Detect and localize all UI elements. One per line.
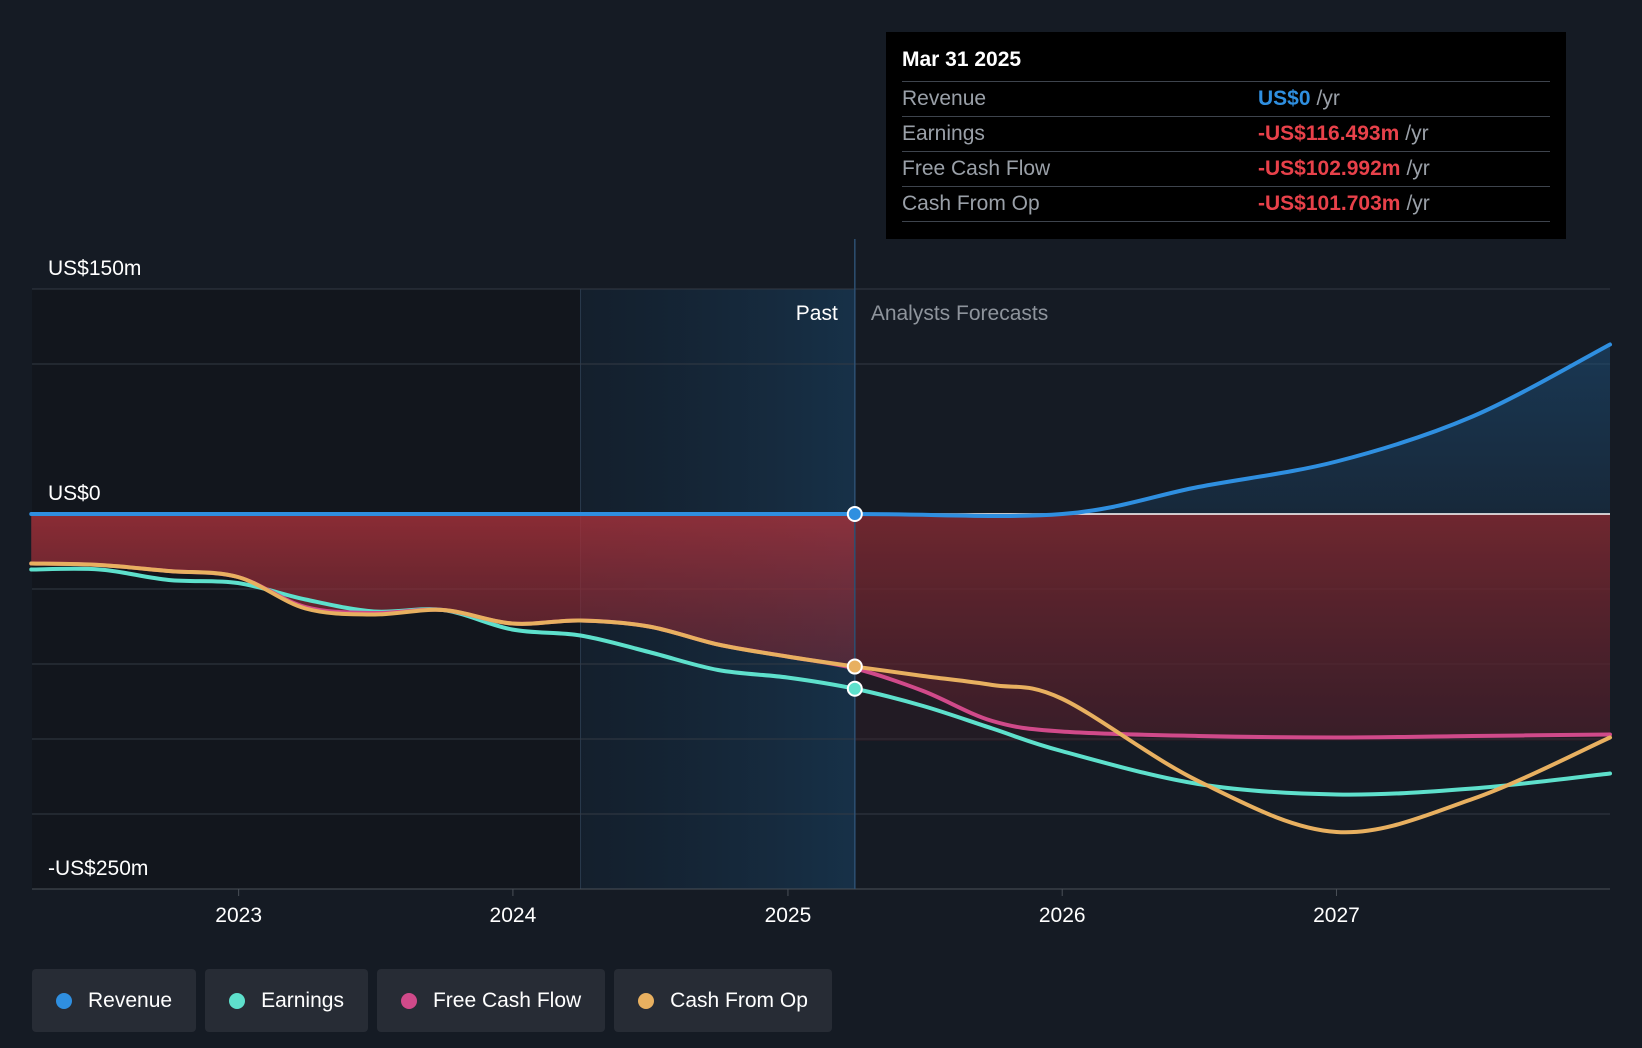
x-tick-label: 2026 <box>1039 904 1086 927</box>
forecast-negative-tint <box>854 514 1610 741</box>
legend-dot-icon <box>638 992 655 1009</box>
legend-label: Cash From Op <box>670 988 808 1012</box>
forecast-label: Analysts Forecasts <box>871 302 1048 325</box>
tooltip-row-earnings: Earnings -US$116.493m /yr <box>902 116 1550 151</box>
legend-label: Earnings <box>261 988 344 1012</box>
tooltip-row-free-cash-flow: Free Cash Flow -US$102.992m /yr <box>902 151 1550 186</box>
x-tick-label: 2023 <box>215 904 262 927</box>
hover-tooltip: Mar 31 2025 Revenue US$0 /yr Earnings -U… <box>886 32 1566 239</box>
legend-item-free-cash-flow[interactable]: Free Cash Flow <box>376 969 606 1032</box>
y-tick-label: US$150m <box>48 257 141 280</box>
tooltip-label: Free Cash Flow <box>902 157 1051 180</box>
tooltip-unit: /yr <box>1406 192 1430 215</box>
chart-legend: Revenue Earnings Free Cash Flow Cash Fro… <box>32 969 832 1032</box>
x-tick-label: 2025 <box>765 904 812 927</box>
legend-dot-icon <box>229 992 246 1009</box>
marker-revenue <box>846 506 863 522</box>
negative-area-fill <box>31 514 1611 738</box>
legend-dot-icon <box>56 992 72 1009</box>
tooltip-value: -US$101.703m <box>1258 192 1401 215</box>
legend-item-earnings[interactable]: Earnings <box>205 969 368 1032</box>
legend-item-cash-from-op[interactable]: Cash From Op <box>614 969 832 1032</box>
series-line-revenue <box>29 342 1612 518</box>
tooltip-unit: /yr <box>1316 87 1340 110</box>
x-tick-label: 2027 <box>1313 904 1360 927</box>
tooltip-date: Mar 31 2025 <box>902 48 1022 71</box>
tooltip-value: -US$116.493m <box>1258 122 1400 145</box>
legend-label: Free Cash Flow <box>432 988 582 1012</box>
legend-item-revenue[interactable]: Revenue <box>32 969 197 1032</box>
tooltip-row-revenue: Revenue US$0 /yr <box>902 81 1550 116</box>
tooltip-label: Earnings <box>902 122 985 145</box>
y-tick-label: -US$250m <box>48 857 148 880</box>
x-tick-label: 2024 <box>490 904 537 927</box>
tooltip-unit: /yr <box>1405 122 1429 145</box>
tooltip-unit: /yr <box>1406 157 1430 180</box>
tooltip-value: -US$102.992m <box>1258 157 1401 180</box>
legend-dot-icon <box>400 992 417 1009</box>
y-tick-label: US$0 <box>48 482 101 505</box>
marker-cash-from-op <box>846 658 863 675</box>
past-label: Past <box>796 302 838 325</box>
legend-label: Revenue <box>88 988 173 1012</box>
tooltip-value: US$0 <box>1258 87 1311 110</box>
series-line-cash-from-op <box>29 561 1612 835</box>
tooltip-label: Cash From Op <box>902 192 1040 215</box>
tooltip-label: Revenue <box>902 87 987 110</box>
marker-earnings <box>846 680 863 697</box>
tooltip-row-cash-from-op: Cash From Op -US$101.703m /yr <box>902 186 1550 222</box>
positive-area-fill <box>31 344 1611 516</box>
